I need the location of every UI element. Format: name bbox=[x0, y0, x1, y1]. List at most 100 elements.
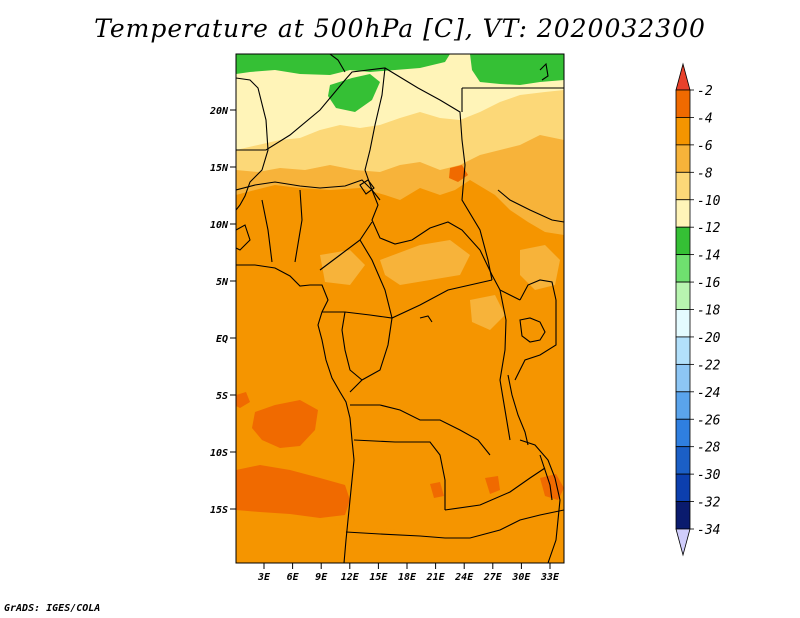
colorbar-swatch bbox=[675, 281, 691, 310]
colorbar-swatch bbox=[675, 418, 691, 448]
colorbar-label: -20 bbox=[697, 331, 721, 346]
lake-tanganyika bbox=[507, 374, 529, 446]
colorbar-swatch bbox=[675, 446, 691, 475]
lon-tick-label: 15E bbox=[369, 572, 388, 583]
field-minus8-patch-1 bbox=[380, 240, 470, 285]
colorbar-label: -8 bbox=[697, 166, 713, 181]
colorbar-label: -22 bbox=[697, 358, 721, 373]
lon-tick-label: 3E bbox=[257, 572, 271, 583]
colorbar-swatch bbox=[675, 171, 691, 201]
field-minus4-west-edge bbox=[236, 392, 250, 408]
border-east-3 bbox=[499, 289, 511, 441]
colorbar-label: -6 bbox=[697, 139, 713, 154]
field-minus8-patch-2 bbox=[520, 245, 560, 290]
border-east-2 bbox=[497, 189, 564, 223]
colorbar-label: -10 bbox=[697, 194, 721, 209]
lon-tick-label: 12E bbox=[341, 572, 360, 583]
border-north-2 bbox=[329, 54, 346, 73]
longitude-ticks: 3E 6E 9E 12E 15E 18E 21E 24E 27E 30E 33E bbox=[257, 563, 560, 583]
colorbar-label: -24 bbox=[697, 386, 720, 401]
lon-tick-label: 27E bbox=[483, 572, 503, 583]
colorbar-swatch bbox=[675, 89, 691, 118]
border-central-1 bbox=[236, 179, 521, 301]
lake-chad bbox=[359, 179, 375, 195]
colorbar-swatch bbox=[675, 391, 691, 420]
grads-credit: GrADS: IGES/COLA bbox=[4, 603, 101, 614]
colorbar-swatch bbox=[675, 473, 691, 502]
lon-tick-label: 6E bbox=[287, 572, 300, 583]
border-central-5 bbox=[359, 239, 393, 319]
lon-tick-label: 33E bbox=[540, 572, 560, 583]
border-east-1 bbox=[514, 279, 557, 381]
coastline-west bbox=[236, 77, 269, 211]
border-central-7 bbox=[341, 311, 363, 381]
lat-tick-label: 15N bbox=[210, 163, 229, 174]
colorbar-label: -16 bbox=[697, 276, 721, 291]
colorbar-top-arrow bbox=[675, 62, 691, 91]
map-plot-area bbox=[236, 54, 564, 563]
colorbar-swatch bbox=[675, 199, 691, 228]
colorbar-label: -26 bbox=[697, 413, 721, 428]
lat-tick-label: 10N bbox=[210, 220, 229, 231]
field-minus4-south bbox=[236, 465, 350, 518]
colorbar-label: -2 bbox=[697, 84, 713, 99]
lon-tick-label: 30E bbox=[511, 572, 531, 583]
colorbar-label: -30 bbox=[697, 468, 721, 483]
field-minus8-patch-3 bbox=[470, 295, 505, 330]
coastline-gulf bbox=[236, 264, 355, 563]
border-central-2 bbox=[261, 199, 273, 263]
field-minus8-patch-4 bbox=[320, 250, 365, 285]
colorbar-label: -34 bbox=[697, 523, 720, 538]
lat-tick-label: EQ bbox=[216, 334, 228, 345]
border-south-2 bbox=[353, 439, 446, 510]
lat-tick-label: 5N bbox=[216, 277, 229, 288]
map-title: Temperature at 500hPa [C], VT: 202003230… bbox=[94, 14, 706, 43]
colorbar-label: -4 bbox=[697, 111, 713, 126]
colorbar-label: -18 bbox=[697, 304, 721, 319]
lon-tick-label: 24E bbox=[454, 572, 474, 583]
lat-tick-label: 15S bbox=[210, 505, 228, 516]
lat-tick-label: 5S bbox=[216, 391, 228, 402]
field-minus6-southern-band bbox=[236, 515, 564, 563]
colorbar-label: -28 bbox=[697, 441, 721, 456]
colorbar-bottom-arrow bbox=[675, 528, 691, 557]
border-south-5 bbox=[519, 439, 561, 563]
field-minus14-patch-3 bbox=[470, 54, 564, 85]
colorbar-swatch bbox=[675, 117, 691, 146]
lat-tick-label: 10S bbox=[210, 448, 228, 459]
field-minus14-patch-2 bbox=[328, 74, 380, 112]
colorbar-label: -14 bbox=[697, 249, 720, 264]
field-minus14-patch-1 bbox=[236, 54, 450, 75]
field-minus4-s2 bbox=[485, 476, 500, 494]
border-west-small bbox=[236, 224, 251, 251]
lon-tick-label: 18E bbox=[398, 572, 417, 583]
border-north-1 bbox=[236, 67, 493, 281]
colorbar-swatch bbox=[675, 226, 691, 256]
colorbar: -2 -4 -6 -8 -10 -12 -14 -16 -18 -20 -22 -24 -26 -28 -3… bbox=[675, 62, 721, 557]
colorbar-swatch bbox=[675, 336, 691, 365]
lat-tick-label: 20N bbox=[209, 106, 229, 117]
border-central-4 bbox=[319, 221, 373, 271]
colorbar-swatch bbox=[675, 309, 691, 338]
colorbar-swatch bbox=[675, 363, 691, 393]
border-central-6 bbox=[322, 279, 493, 319]
country-borders bbox=[236, 54, 564, 563]
lon-tick-label: 9E bbox=[315, 572, 328, 583]
lon-tick-label: 21E bbox=[426, 572, 446, 583]
border-central-3 bbox=[294, 189, 303, 263]
field-minus4-west bbox=[252, 400, 318, 448]
colorbar-swatch bbox=[675, 144, 691, 173]
field-minus4-s3 bbox=[430, 482, 444, 498]
lake-mweru bbox=[419, 315, 433, 323]
field-minus4-ne bbox=[449, 165, 468, 182]
plot-border bbox=[235, 53, 565, 564]
lake-victoria bbox=[519, 317, 546, 343]
nile-marker bbox=[539, 62, 549, 81]
latitude-ticks: 20N 15N 10N 5N EQ 5S 10S 15S bbox=[209, 106, 236, 516]
border-south-4 bbox=[444, 467, 546, 511]
border-central-8 bbox=[349, 317, 393, 393]
colorbar-label: -12 bbox=[697, 221, 721, 236]
border-south-3 bbox=[345, 509, 564, 539]
colorbar-label: -32 bbox=[697, 496, 721, 511]
